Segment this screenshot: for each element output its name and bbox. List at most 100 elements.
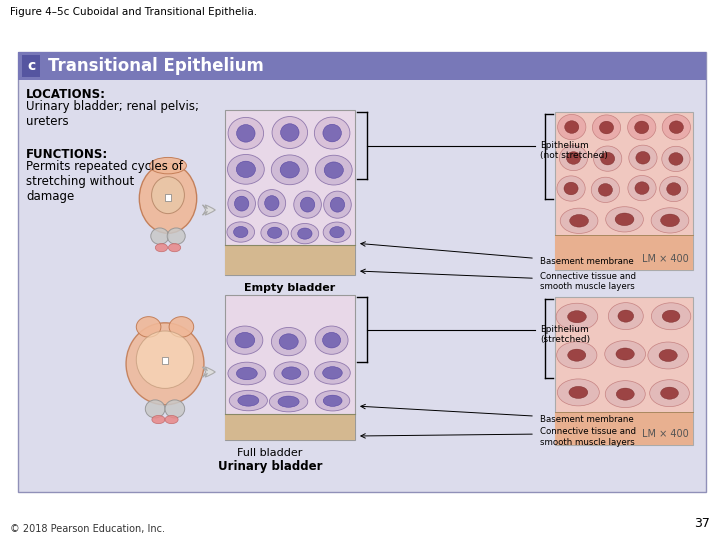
Ellipse shape [315,362,350,384]
Ellipse shape [269,392,307,412]
Ellipse shape [608,302,643,329]
Ellipse shape [294,191,321,218]
Ellipse shape [268,227,282,238]
Ellipse shape [237,125,255,142]
Ellipse shape [564,182,578,195]
Text: Full bladder: Full bladder [238,448,302,458]
Ellipse shape [606,207,644,232]
Ellipse shape [165,400,185,418]
Bar [165,194,171,201]
Bar [555,297,693,445]
Ellipse shape [272,117,307,148]
Ellipse shape [265,195,279,211]
Ellipse shape [557,379,599,406]
Ellipse shape [315,155,352,185]
Ellipse shape [236,161,256,178]
Ellipse shape [330,227,344,238]
Bar [225,295,355,440]
Ellipse shape [169,316,194,337]
Text: Connective tissue and
smooth muscle layers: Connective tissue and smooth muscle laye… [540,427,636,447]
Ellipse shape [227,222,255,242]
Ellipse shape [615,213,634,226]
Ellipse shape [570,214,588,227]
Ellipse shape [662,146,690,172]
Bar [22,55,40,77]
Ellipse shape [228,190,256,217]
Text: Permits repeated cycles of
stretching without
damage: Permits repeated cycles of stretching wi… [26,160,183,203]
Bar [555,112,693,270]
Ellipse shape [165,415,178,424]
Ellipse shape [145,400,165,418]
Ellipse shape [649,380,689,407]
Ellipse shape [258,190,286,217]
Ellipse shape [662,114,690,140]
Ellipse shape [152,415,165,424]
Text: © 2018 Pearson Education, Inc.: © 2018 Pearson Education, Inc. [10,524,165,534]
Bar [225,245,355,275]
Ellipse shape [557,114,586,140]
Ellipse shape [660,214,680,227]
Bar [162,357,168,364]
Bar [555,235,693,270]
Ellipse shape [648,342,688,369]
Ellipse shape [660,387,678,399]
Text: Epithelium
(not stretched): Epithelium (not stretched) [540,141,608,160]
Text: FUNCTIONS:: FUNCTIONS: [26,148,108,161]
Text: 37: 37 [694,517,710,530]
Ellipse shape [279,334,298,349]
Ellipse shape [323,395,342,407]
Text: Transitional Epithelium: Transitional Epithelium [48,57,264,75]
Ellipse shape [323,367,342,379]
Text: Empty bladder: Empty bladder [244,283,336,293]
Ellipse shape [227,326,263,354]
Bar [225,414,355,440]
Ellipse shape [559,145,588,171]
Ellipse shape [324,162,343,178]
Ellipse shape [330,197,345,212]
Ellipse shape [238,395,258,406]
Text: Figure 4–5c Cuboidal and Transitional Epithelia.: Figure 4–5c Cuboidal and Transitional Ep… [10,7,257,17]
Ellipse shape [634,121,649,134]
Ellipse shape [271,155,308,185]
Ellipse shape [628,114,656,140]
Ellipse shape [629,145,657,171]
Ellipse shape [278,396,299,407]
Ellipse shape [635,182,649,194]
Ellipse shape [282,367,301,379]
Ellipse shape [591,177,620,202]
Bar [18,52,706,492]
Ellipse shape [557,342,597,369]
Ellipse shape [600,152,615,165]
Ellipse shape [598,184,613,196]
Ellipse shape [300,197,315,212]
Ellipse shape [315,390,350,411]
Ellipse shape [139,164,197,233]
Text: Urinary bladder: Urinary bladder [217,460,323,473]
Text: c: c [27,59,35,73]
Text: Epithelium
(stretched): Epithelium (stretched) [540,325,590,344]
Ellipse shape [605,341,646,368]
Ellipse shape [323,333,341,348]
Ellipse shape [593,115,621,140]
Text: Basement membrane: Basement membrane [540,415,634,423]
Ellipse shape [315,326,348,354]
Ellipse shape [126,323,204,405]
Ellipse shape [156,244,168,252]
Ellipse shape [315,117,350,149]
Text: Urinary bladder; renal pelvis;
ureters: Urinary bladder; renal pelvis; ureters [26,100,199,128]
Ellipse shape [618,310,634,322]
Ellipse shape [274,362,309,384]
Ellipse shape [297,228,312,239]
Bar [225,110,355,275]
Ellipse shape [556,303,598,330]
Ellipse shape [669,153,683,165]
Ellipse shape [281,124,299,141]
Ellipse shape [228,117,264,150]
Ellipse shape [261,222,289,243]
Ellipse shape [324,191,351,218]
Ellipse shape [651,208,689,233]
Ellipse shape [606,381,645,408]
Ellipse shape [323,124,341,142]
Ellipse shape [564,121,579,133]
Ellipse shape [660,177,688,201]
